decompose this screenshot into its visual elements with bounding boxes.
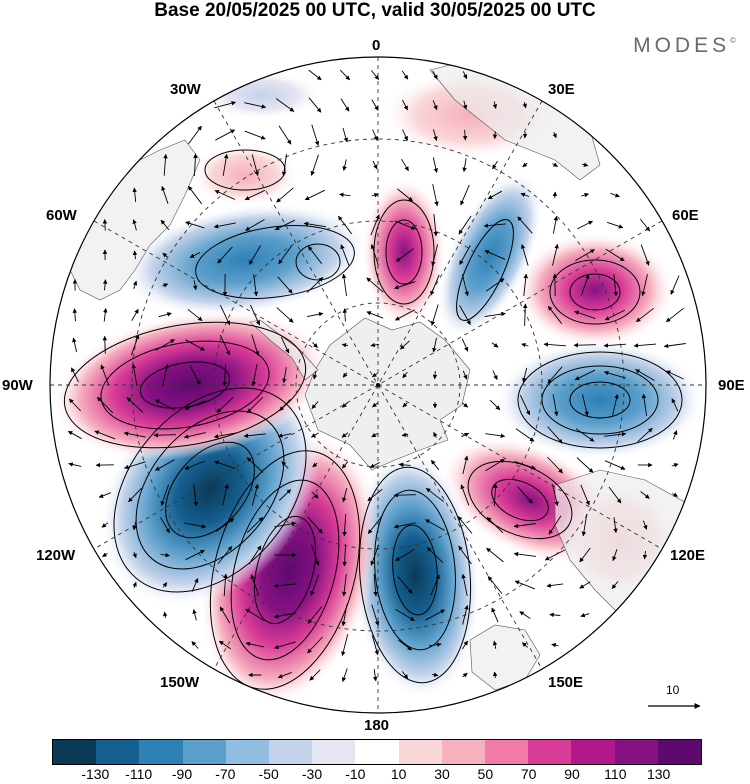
colorbar-tick-label: 10 (391, 766, 407, 782)
colorbar-tick-label: -90 (172, 766, 192, 782)
colorbar-bin (658, 740, 701, 764)
colorbar-tick-label: 30 (434, 766, 450, 782)
colorbar-tick-label: 50 (478, 766, 494, 782)
wind-arrow (394, 495, 416, 496)
lon-label-0: 0 (372, 38, 380, 54)
lon-label-90e: 90E (718, 378, 745, 394)
colorbar-tick-label: -10 (345, 766, 365, 782)
colorbar-bin (399, 740, 442, 764)
field-layer (40, 50, 720, 730)
colorbar-bin (442, 740, 485, 764)
reference-vector-label: 10 (666, 683, 679, 697)
colorbar-bin (269, 740, 312, 764)
lon-label-120e: 120E (670, 548, 705, 564)
lon-label-60w: 60W (46, 208, 77, 224)
colorbar-bin (615, 740, 658, 764)
lon-label-150e: 150E (548, 675, 583, 691)
lon-label-90w: 90W (2, 378, 33, 394)
colorbar-bin (53, 740, 96, 764)
lon-label-120w: 120W (36, 548, 75, 564)
colorbar-tick-label: 130 (647, 766, 670, 782)
colorbar-tick-label: -30 (302, 766, 322, 782)
colorbar (52, 739, 702, 765)
colorbar-bin (139, 740, 182, 764)
lon-label-180: 180 (364, 718, 389, 734)
colorbar-bin (312, 740, 355, 764)
colorbar-bin (355, 740, 398, 764)
colorbar-tick-label: 90 (564, 766, 580, 782)
wind-arrow (574, 345, 596, 346)
wind-arrow (105, 220, 106, 231)
colorbar-tick-label: -50 (259, 766, 279, 782)
wind-arrow (495, 131, 496, 138)
colorbar-tick-label: -130 (81, 766, 109, 782)
wind-arrow (555, 192, 556, 198)
lon-label-150w: 150W (160, 675, 199, 691)
wind-arrow (154, 435, 176, 436)
lon-label-30e: 30E (548, 82, 575, 98)
colorbar-tick-label: 70 (521, 766, 537, 782)
colorbar-ticks: -130 -110 -90 -70 -50 -30 -10 10 30 50 70 90 110 130 (0, 766, 750, 784)
anomaly-positive-60e (515, 232, 675, 348)
lon-label-30w: 30W (170, 82, 201, 98)
colorbar-tick-label: 110 (604, 766, 626, 782)
anomaly-negative-30w (202, 70, 322, 120)
colorbar-bin (571, 740, 614, 764)
colorbar-bin (183, 740, 226, 764)
colorbar-bin (226, 740, 269, 764)
colorbar-tick-label: -70 (215, 766, 235, 782)
colorbar-bin (528, 740, 571, 764)
colorbar-bin (96, 740, 139, 764)
lon-label-60e: 60E (672, 208, 699, 224)
colorbar-bin (485, 740, 528, 764)
wind-arrow (105, 336, 106, 353)
colorbar-tick-label: -110 (125, 766, 152, 782)
